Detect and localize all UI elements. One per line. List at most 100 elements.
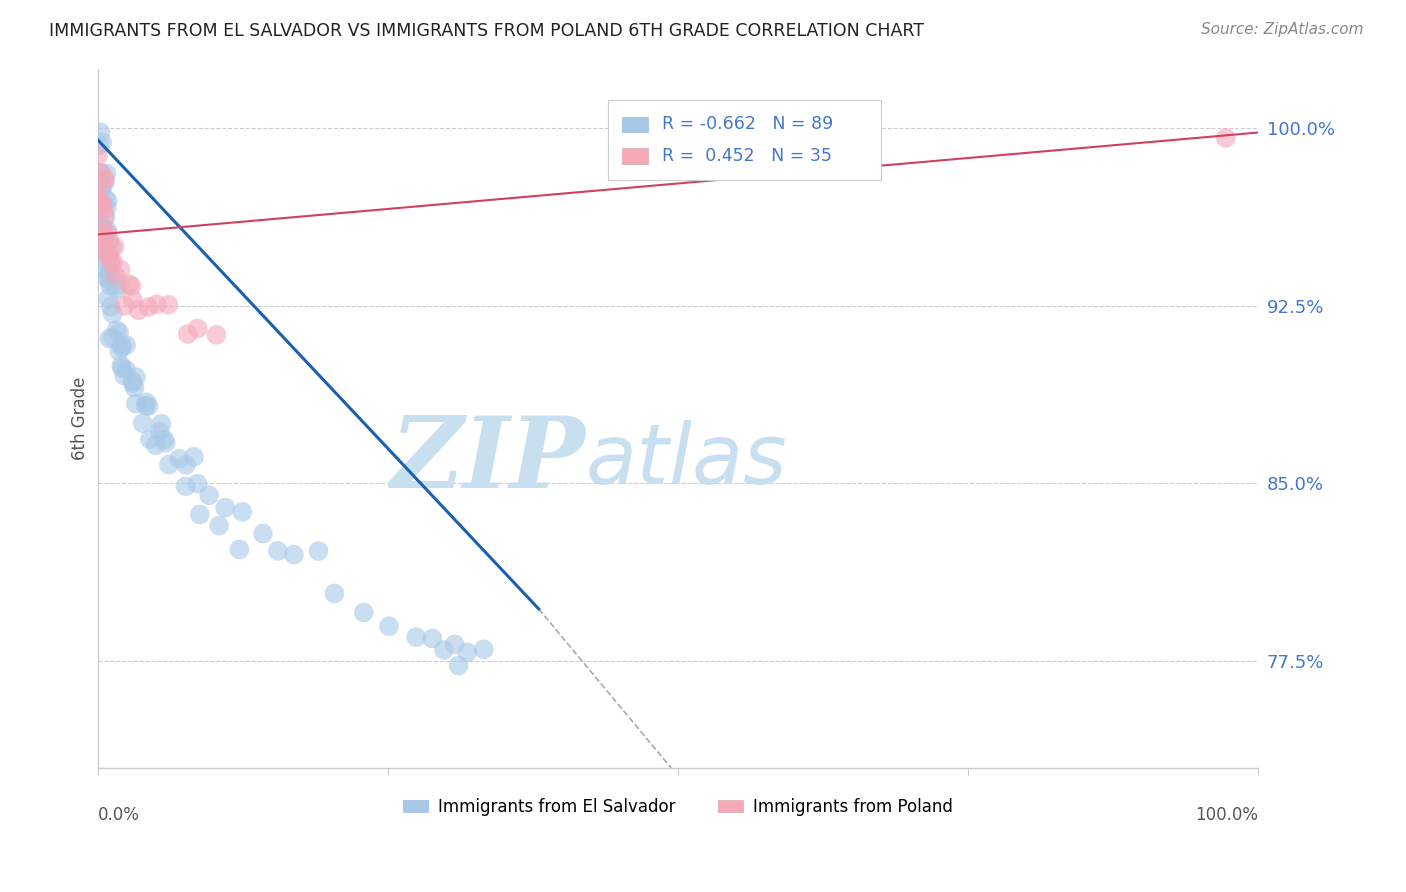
Point [149,425,172,439]
Point [98,249,121,263]
Point [93,222,115,236]
Point [93,229,115,244]
Point [153,433,176,447]
Point [91,197,114,211]
Point [433,643,456,657]
Point [307,544,329,558]
Text: R =  0.452   N = 35: R = 0.452 N = 35 [662,147,831,165]
Point [96,271,118,285]
Point [198,488,221,502]
Point [169,451,191,466]
Bar [623,117,648,132]
Point [108,343,131,358]
Point [146,297,169,311]
Point [100,255,122,269]
Point [110,262,132,277]
Point [90,226,112,240]
Point [157,298,180,312]
Point [145,438,167,452]
Point [98,332,121,346]
Point [101,255,124,269]
Point [183,450,205,464]
Point [90,195,112,210]
Point [90,221,112,235]
Point [100,300,122,314]
Point [91,219,114,234]
Point [94,245,117,260]
Point [91,136,114,150]
Point [121,374,143,388]
Point [187,321,209,335]
Point [118,277,141,292]
Point [155,435,177,450]
Point [97,227,120,241]
Point [174,479,197,493]
Point [121,292,143,306]
Point [111,339,134,353]
Point [124,381,146,395]
FancyBboxPatch shape [609,100,882,180]
Point [125,370,148,384]
Point [105,323,128,337]
Point [135,395,157,409]
Y-axis label: 6th Grade: 6th Grade [72,376,89,459]
Point [353,606,375,620]
Point [91,233,114,247]
Bar [623,148,648,163]
Point [93,228,115,243]
Point [125,396,148,410]
Point [89,138,111,153]
Point [96,166,118,180]
Point [267,544,290,558]
Point [188,508,211,522]
Point [121,376,143,390]
Point [174,458,197,472]
Point [87,227,110,241]
Point [96,201,118,215]
Point [135,399,157,413]
Point [138,300,160,314]
Point [105,282,128,296]
Point [186,476,208,491]
Point [94,176,117,190]
Point [112,368,135,383]
Point [101,330,124,344]
Point [93,174,115,188]
Point [98,274,121,288]
Point [93,210,115,224]
Point [97,249,120,263]
Point [205,327,228,342]
Point [90,183,112,197]
Point [138,399,160,413]
Point [115,338,138,352]
Point [150,417,173,431]
Point [87,190,110,204]
Point [177,326,200,341]
Point [91,235,114,249]
Point [108,326,131,340]
Text: 100.0%: 100.0% [1195,806,1258,824]
Point [111,361,134,376]
Point [131,416,153,430]
Point [456,645,478,659]
Point [110,359,132,373]
Legend: Immigrants from El Salvador, Immigrants from Poland: Immigrants from El Salvador, Immigrants … [396,791,959,822]
Point [94,210,117,224]
Point [89,174,111,188]
Point [157,458,180,472]
Point [231,505,253,519]
Point [139,432,162,446]
Point [208,518,231,533]
Point [104,240,127,254]
Point [89,166,111,180]
Point [97,194,120,208]
Point [101,240,124,254]
Point [252,526,274,541]
Point [323,586,346,600]
Point [94,263,117,277]
Text: ZIP: ZIP [389,412,585,508]
Point [115,363,138,377]
Point [110,340,132,354]
Point [127,303,149,318]
Point [89,125,111,139]
